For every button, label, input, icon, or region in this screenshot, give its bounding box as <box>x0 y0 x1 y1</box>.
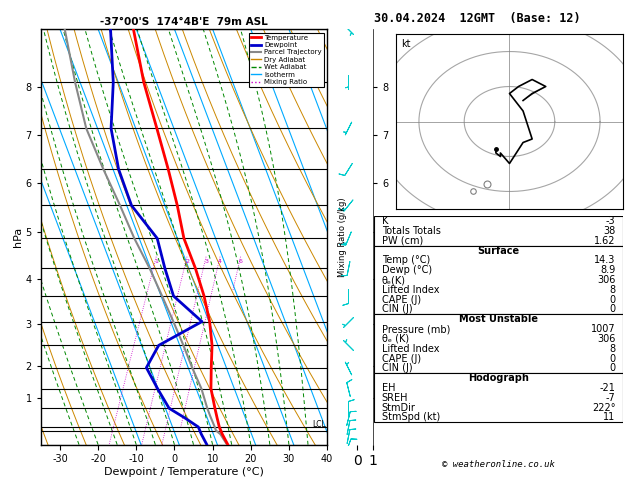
Text: 222°: 222° <box>592 402 615 413</box>
Text: 8: 8 <box>609 344 615 354</box>
Text: 0: 0 <box>609 354 615 364</box>
Text: Totals Totals: Totals Totals <box>382 226 440 236</box>
Text: CAPE (J): CAPE (J) <box>382 295 421 305</box>
Text: Hodograph: Hodograph <box>468 373 529 383</box>
Text: Surface: Surface <box>477 245 520 256</box>
Y-axis label: km
ASL: km ASL <box>391 228 411 245</box>
Polygon shape <box>523 87 546 101</box>
Text: θₑ (K): θₑ (K) <box>382 334 409 344</box>
FancyBboxPatch shape <box>374 314 623 373</box>
Text: LCL: LCL <box>312 419 326 429</box>
Text: StmDir: StmDir <box>382 402 416 413</box>
Text: EH: EH <box>382 383 395 393</box>
Text: -7: -7 <box>606 393 615 403</box>
Text: -21: -21 <box>599 383 615 393</box>
Text: PW (cm): PW (cm) <box>382 236 423 246</box>
Text: Dewp (°C): Dewp (°C) <box>382 265 432 275</box>
Text: 0: 0 <box>609 364 615 373</box>
Text: Lifted Index: Lifted Index <box>382 344 439 354</box>
Text: 11: 11 <box>603 413 615 422</box>
Text: 1: 1 <box>154 259 158 264</box>
FancyBboxPatch shape <box>374 373 623 422</box>
Text: © weatheronline.co.uk: © weatheronline.co.uk <box>442 460 555 469</box>
Text: CIN (J): CIN (J) <box>382 364 413 373</box>
Text: Most Unstable: Most Unstable <box>459 314 538 324</box>
Y-axis label: hPa: hPa <box>13 227 23 247</box>
Text: 2: 2 <box>185 259 189 264</box>
Text: θₑ(K): θₑ(K) <box>382 275 406 285</box>
FancyBboxPatch shape <box>374 216 623 246</box>
Legend: Temperature, Dewpoint, Parcel Trajectory, Dry Adiabat, Wet Adiabat, Isotherm, Mi: Temperature, Dewpoint, Parcel Trajectory… <box>248 33 323 87</box>
Text: Pressure (mb): Pressure (mb) <box>382 324 450 334</box>
X-axis label: Dewpoint / Temperature (°C): Dewpoint / Temperature (°C) <box>104 467 264 477</box>
Text: 0: 0 <box>609 295 615 305</box>
Text: 14.3: 14.3 <box>594 256 615 265</box>
Text: SREH: SREH <box>382 393 408 403</box>
Text: 1007: 1007 <box>591 324 615 334</box>
Text: 8.9: 8.9 <box>600 265 615 275</box>
Text: 306: 306 <box>597 334 615 344</box>
Text: -3: -3 <box>606 216 615 226</box>
Text: 8: 8 <box>609 285 615 295</box>
Text: CIN (J): CIN (J) <box>382 305 413 314</box>
Text: CAPE (J): CAPE (J) <box>382 354 421 364</box>
FancyBboxPatch shape <box>374 246 623 314</box>
Text: kt: kt <box>401 39 410 49</box>
Text: 3: 3 <box>204 259 208 264</box>
Text: StmSpd (kt): StmSpd (kt) <box>382 413 440 422</box>
Text: K: K <box>382 216 388 226</box>
Title: -37°00'S  174°4B'E  79m ASL: -37°00'S 174°4B'E 79m ASL <box>100 17 268 27</box>
Text: 4: 4 <box>218 259 222 264</box>
Text: Mixing Ratio (g/kg): Mixing Ratio (g/kg) <box>338 197 347 277</box>
Text: 306: 306 <box>597 275 615 285</box>
Text: 30.04.2024  12GMT  (Base: 12): 30.04.2024 12GMT (Base: 12) <box>374 12 581 25</box>
Text: Temp (°C): Temp (°C) <box>382 256 430 265</box>
Text: 38: 38 <box>603 226 615 236</box>
Text: 1.62: 1.62 <box>594 236 615 246</box>
Text: Lifted Index: Lifted Index <box>382 285 439 295</box>
Text: 6: 6 <box>238 259 242 264</box>
Text: 0: 0 <box>609 305 615 314</box>
